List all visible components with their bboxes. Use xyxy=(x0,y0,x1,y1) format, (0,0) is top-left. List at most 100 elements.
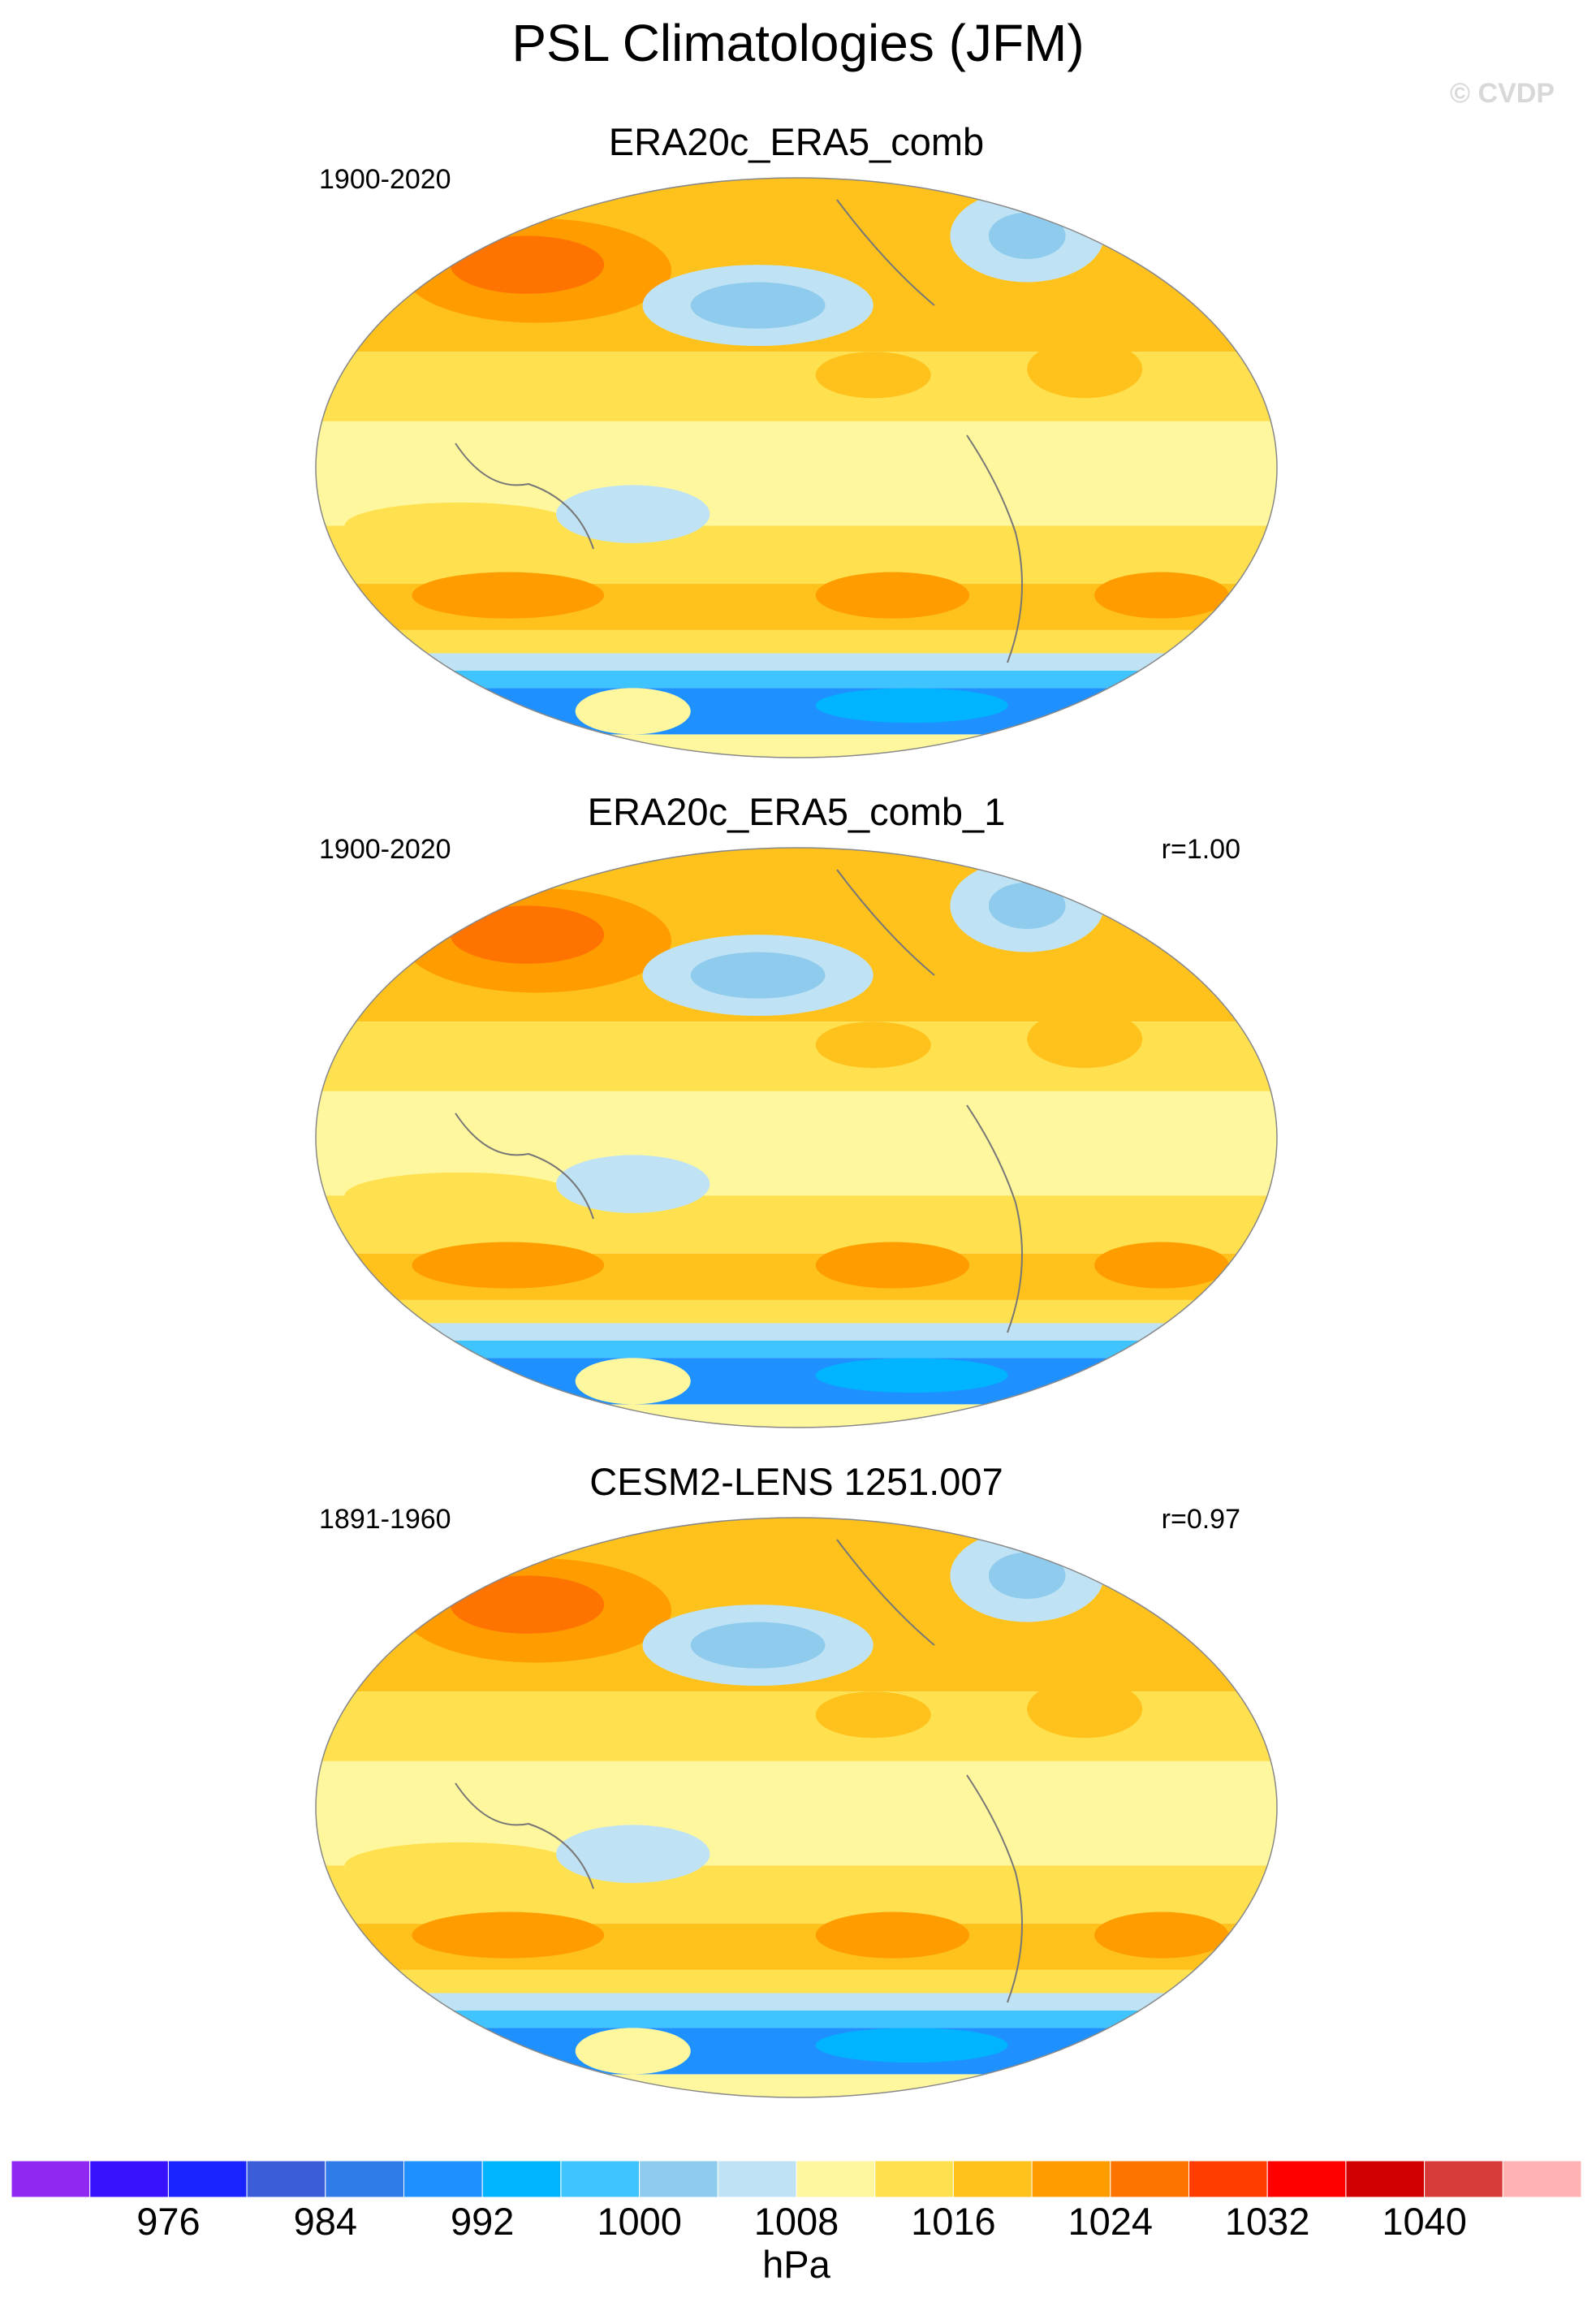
colorbar-box xyxy=(325,2160,404,2198)
coastline xyxy=(455,869,1023,1333)
contour-region xyxy=(690,952,826,999)
contour-region xyxy=(690,1622,826,1669)
contour-region xyxy=(556,485,710,543)
map xyxy=(316,1518,1277,2097)
map xyxy=(316,178,1277,758)
figure-title: PSL Climatologies (JFM) xyxy=(511,14,1084,72)
colorbar-box xyxy=(167,2160,248,2198)
period-label: 1900-2020 xyxy=(319,834,451,865)
contour-band xyxy=(316,688,1277,735)
panel-title: ERA20c_ERA5_comb_1 xyxy=(588,790,1006,833)
colorbar-tick-label: 1040 xyxy=(1382,2200,1467,2243)
colorbar-box xyxy=(403,2160,483,2198)
contour-band xyxy=(316,734,1277,758)
contour-band xyxy=(316,2028,1277,2075)
coastline xyxy=(455,199,1023,663)
period-label: 1891-1960 xyxy=(319,1504,451,1535)
contour-region xyxy=(1094,1911,1229,1959)
contour-region xyxy=(575,688,691,735)
contour-region xyxy=(344,1842,576,1889)
contour-region xyxy=(412,1911,605,1959)
contour-region xyxy=(344,502,576,549)
contour-region xyxy=(815,1911,970,1959)
colorbar-box xyxy=(1266,2160,1347,2198)
contour-region xyxy=(690,282,826,329)
contour-band xyxy=(316,2010,1277,2028)
contour-band xyxy=(316,670,1277,689)
colorbar-tick-label: 984 xyxy=(294,2200,357,2243)
map-outline xyxy=(315,177,1278,758)
contour-band xyxy=(316,1358,1277,1405)
contour-region xyxy=(815,572,970,619)
contour-band xyxy=(316,1993,1277,2011)
contour-band xyxy=(316,629,1277,654)
contour-region xyxy=(575,1358,691,1405)
contour-band xyxy=(316,1299,1277,1324)
contour-region xyxy=(988,212,1066,259)
contour-region xyxy=(815,1242,970,1289)
contour-region xyxy=(450,235,605,294)
contour-region xyxy=(988,1552,1066,1599)
contour-band xyxy=(316,1340,1277,1359)
colorbar-units: hPa xyxy=(762,2243,830,2286)
map xyxy=(316,848,1277,1428)
contour-region xyxy=(1094,1242,1229,1289)
colorbar-tick-label: 1024 xyxy=(1068,2200,1154,2243)
colorbar-box xyxy=(1110,2160,1190,2198)
colorbar-box xyxy=(481,2160,562,2198)
contour-region xyxy=(575,2028,691,2075)
colorbar-box xyxy=(1502,2160,1582,2198)
contour-region xyxy=(450,1575,605,1634)
colorbar-tick-label: 1032 xyxy=(1225,2200,1310,2243)
contour-region xyxy=(412,1242,605,1289)
contour-region xyxy=(1027,339,1143,399)
contour-band xyxy=(316,1969,1277,1994)
map-outline xyxy=(315,1517,1278,2098)
contour-region xyxy=(815,1022,931,1069)
contour-band xyxy=(316,1404,1277,1428)
colorbar-box xyxy=(246,2160,326,2198)
contour-region xyxy=(1027,1009,1143,1069)
contour-region xyxy=(815,352,931,399)
period-label: 1900-2020 xyxy=(319,164,451,195)
coastline xyxy=(455,1539,1023,2003)
colorbar-box xyxy=(1031,2160,1111,2198)
contour-region xyxy=(412,572,605,619)
contour-band xyxy=(316,653,1277,671)
panel-title: ERA20c_ERA5_comb xyxy=(609,120,984,163)
colorbar-box xyxy=(874,2160,954,2198)
correlation-label: r=0.97 xyxy=(1162,1504,1240,1535)
colorbar-box xyxy=(560,2160,641,2198)
colorbar-box xyxy=(1424,2160,1503,2198)
colorbar-tick-label: 1000 xyxy=(597,2200,682,2243)
colorbar-box xyxy=(796,2160,876,2198)
colorbar-tick-label: 1008 xyxy=(754,2200,839,2243)
contour-region xyxy=(1027,1679,1143,1739)
contour-region xyxy=(815,688,1008,724)
colorbar-box xyxy=(639,2160,718,2198)
contour-region xyxy=(1094,572,1229,619)
colorbar-box xyxy=(1188,2160,1268,2198)
contour-region xyxy=(344,1172,576,1219)
contour-region xyxy=(815,1691,931,1739)
map-outline xyxy=(315,847,1278,1428)
colorbar-tick-label: 1016 xyxy=(911,2200,996,2243)
correlation-label: r=1.00 xyxy=(1162,834,1240,865)
contour-band xyxy=(316,2074,1277,2097)
colorbar-tick-label: 976 xyxy=(136,2200,200,2243)
contour-region xyxy=(450,905,605,964)
contour-region xyxy=(815,1358,1008,1393)
panel-title: CESM2-LENS 1251.007 xyxy=(589,1460,1003,1503)
colorbar-box xyxy=(952,2160,1033,2198)
colorbar-box xyxy=(717,2160,797,2198)
colorbar-box xyxy=(89,2160,169,2198)
contour-region xyxy=(556,1825,710,1883)
colorbar-box xyxy=(1345,2160,1426,2198)
contour-band xyxy=(316,1323,1277,1341)
colorbar-box xyxy=(11,2160,91,2198)
contour-region xyxy=(988,882,1066,929)
watermark: © CVDP xyxy=(1450,78,1555,109)
contour-region xyxy=(815,2028,1008,2063)
contour-region xyxy=(556,1155,710,1213)
